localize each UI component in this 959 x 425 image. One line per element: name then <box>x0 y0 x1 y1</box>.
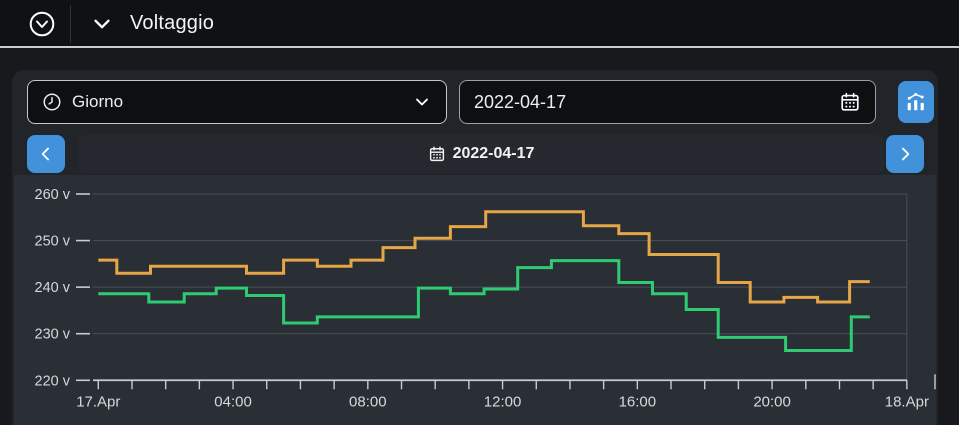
calendar-icon[interactable] <box>839 91 861 113</box>
next-day-button[interactable] <box>886 135 924 173</box>
svg-text:17.Apr: 17.Apr <box>76 393 120 410</box>
page-title: Voltaggio <box>130 11 215 34</box>
svg-text:12:00: 12:00 <box>484 393 522 410</box>
svg-text:08:00: 08:00 <box>349 393 387 410</box>
date-input-field[interactable] <box>474 91 839 113</box>
chevron-left-icon <box>41 147 49 161</box>
svg-text:260 v: 260 v <box>35 187 71 203</box>
date-display-value: 2022-04-17 <box>452 145 535 162</box>
svg-text:220 v: 220 v <box>35 373 71 389</box>
chart-type-button[interactable] <box>898 81 934 123</box>
svg-text:240 v: 240 v <box>35 280 71 296</box>
svg-text:230 v: 230 v <box>35 327 71 343</box>
voltage-chart-canvas: 260 v 250 v 240 v 230 v 220 v 17.Apr 04:00 08:0… <box>35 187 936 410</box>
svg-text:250 v: 250 v <box>35 234 71 250</box>
chevron-down-icon <box>416 98 428 106</box>
combo-chart-icon <box>907 92 924 111</box>
svg-text:20:00: 20:00 <box>753 393 791 410</box>
date-display[interactable]: 2022-04-17 <box>78 135 884 173</box>
period-select-value: Giorno <box>72 92 124 111</box>
svg-text:04:00: 04:00 <box>214 393 252 410</box>
chevron-right-icon <box>902 147 910 161</box>
period-select[interactable]: Giorno <box>27 80 447 124</box>
date-input[interactable] <box>459 80 876 124</box>
svg-text:18.Apr: 18.Apr <box>885 393 929 410</box>
topbar-divider <box>70 5 71 43</box>
prev-day-button[interactable] <box>27 135 65 173</box>
clock-icon <box>43 93 61 111</box>
svg-text:16:00: 16:00 <box>619 393 657 410</box>
topbar: Voltaggio <box>0 0 959 48</box>
voltage-chart: 260 v 250 v 240 v 230 v 220 v 17.Apr 04:00 08:0… <box>14 175 936 425</box>
calendar-icon <box>429 146 444 162</box>
chevron-down-icon[interactable] <box>90 13 114 35</box>
app-logo-icon[interactable] <box>28 10 56 38</box>
voltage-card: Giorno <box>12 70 938 425</box>
